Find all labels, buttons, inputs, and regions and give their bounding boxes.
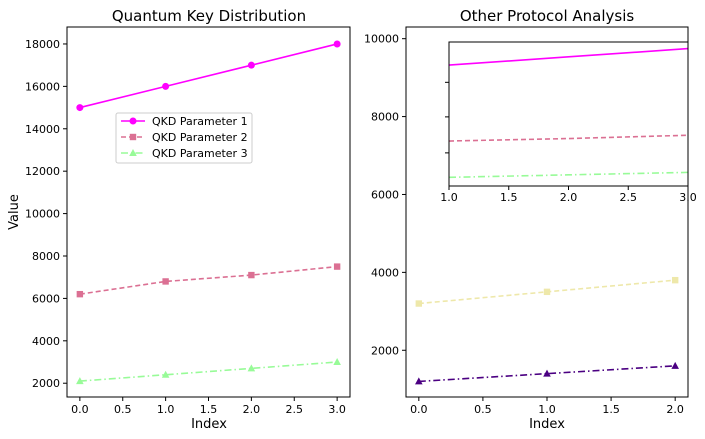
inset-x-tick-label: 1.0 <box>440 191 458 204</box>
data-point <box>415 300 423 307</box>
data-point <box>671 276 679 284</box>
legend-label: QKD Parameter 3 <box>152 147 248 160</box>
series-line <box>79 43 338 109</box>
inset-x-tick-label: 2.0 <box>560 191 578 204</box>
data-point <box>76 104 84 112</box>
y-tick-label: 2000 <box>32 377 60 390</box>
legend-box <box>115 112 253 164</box>
series-line <box>448 47 689 66</box>
chart-quantum-key-distribution: Quantum Key Distribution Index Value 0.0… <box>7 7 351 432</box>
data-point <box>247 364 256 372</box>
inset-frame <box>448 41 689 187</box>
series-line <box>79 265 338 295</box>
x-tick-label: 0.5 <box>114 403 132 416</box>
x-tick-label: 2.0 <box>666 403 684 416</box>
data-point <box>543 369 551 377</box>
series-line <box>448 171 689 179</box>
data-point <box>543 288 551 296</box>
y-tick-label: 14000 <box>25 123 60 136</box>
x-tick-label: 0.0 <box>71 403 89 416</box>
x-tick-label: 0.5 <box>474 403 492 416</box>
data-point <box>333 263 341 270</box>
x-axis-label: Index <box>529 417 565 432</box>
x-axis-label: Index <box>191 417 227 432</box>
inset-x-tick-label: 1.5 <box>500 191 518 204</box>
inset-plot-series <box>448 47 689 179</box>
data-point <box>333 358 341 366</box>
axis-ticks: 0.0 0.5 1.0 1.5 2.0 2000 4000 6000 8000 10000 <box>364 33 684 416</box>
axis-ticks: 0.0 0.5 1.0 1.5 2.0 2.5 3.0 2000 4000 6000 8000 100… <box>25 38 346 416</box>
y-tick-label: 10000 <box>25 208 60 221</box>
y-tick-label: 18000 <box>25 38 60 51</box>
data-point <box>76 290 84 298</box>
y-tick-label: 4000 <box>32 335 60 348</box>
y-tick-label: 6000 <box>371 188 399 201</box>
data-point <box>162 278 169 285</box>
plot-frame <box>405 26 689 398</box>
data-point <box>161 370 170 378</box>
data-point <box>248 271 255 279</box>
data-point <box>76 377 84 385</box>
legend-label: QKD Parameter 2 <box>152 131 248 144</box>
data-point <box>247 61 255 69</box>
chart-title: Quantum Key Distribution <box>112 7 306 25</box>
y-axis-label: Value <box>7 194 22 230</box>
x-tick-label: 1.0 <box>157 403 175 416</box>
y-tick-label: 8000 <box>32 250 60 263</box>
plot-series <box>415 276 679 385</box>
inset-x-tick-label: 3.0 <box>679 191 697 204</box>
plot-series <box>76 40 341 385</box>
plot-frame <box>66 26 351 398</box>
y-tick-label: 2000 <box>371 344 399 357</box>
inset-chart: 1.0 1.5 2.0 2.5 3.0 <box>440 41 697 204</box>
x-tick-label: 1.5 <box>602 403 620 416</box>
chart-other-protocol-analysis: Other Protocol Analysis Index 0.0 0.5 1.0 1… <box>364 7 697 432</box>
y-tick-label: 8000 <box>371 111 399 124</box>
legend: QKD Parameter 1 QKD Parameter 2 QKD Parame… <box>115 112 253 164</box>
x-tick-label: 1.5 <box>200 403 218 416</box>
y-tick-label: 16000 <box>25 80 60 93</box>
x-tick-label: 0.0 <box>410 403 428 416</box>
data-point <box>129 117 137 125</box>
inset-axis-ticks: 1.0 1.5 2.0 2.5 3.0 <box>440 81 697 204</box>
data-point <box>671 361 679 369</box>
inset-background <box>449 42 688 186</box>
x-tick-label: 1.0 <box>538 403 556 416</box>
data-point <box>162 82 170 90</box>
y-tick-label: 4000 <box>371 266 399 279</box>
y-tick-label: 12000 <box>25 165 60 178</box>
x-tick-label: 3.0 <box>328 403 346 416</box>
legend-label: QKD Parameter 1 <box>152 115 248 128</box>
data-point <box>129 133 137 141</box>
x-tick-label: 2.0 <box>243 403 261 416</box>
y-tick-label: 6000 <box>32 292 60 305</box>
inset-x-tick-label: 2.5 <box>620 191 638 204</box>
series-line <box>418 365 676 383</box>
x-tick-label: 2.5 <box>286 403 304 416</box>
chart-title: Other Protocol Analysis <box>460 7 635 25</box>
data-point <box>333 40 341 48</box>
data-point <box>415 377 423 385</box>
data-point <box>129 149 137 156</box>
y-tick-label: 10000 <box>364 33 399 46</box>
